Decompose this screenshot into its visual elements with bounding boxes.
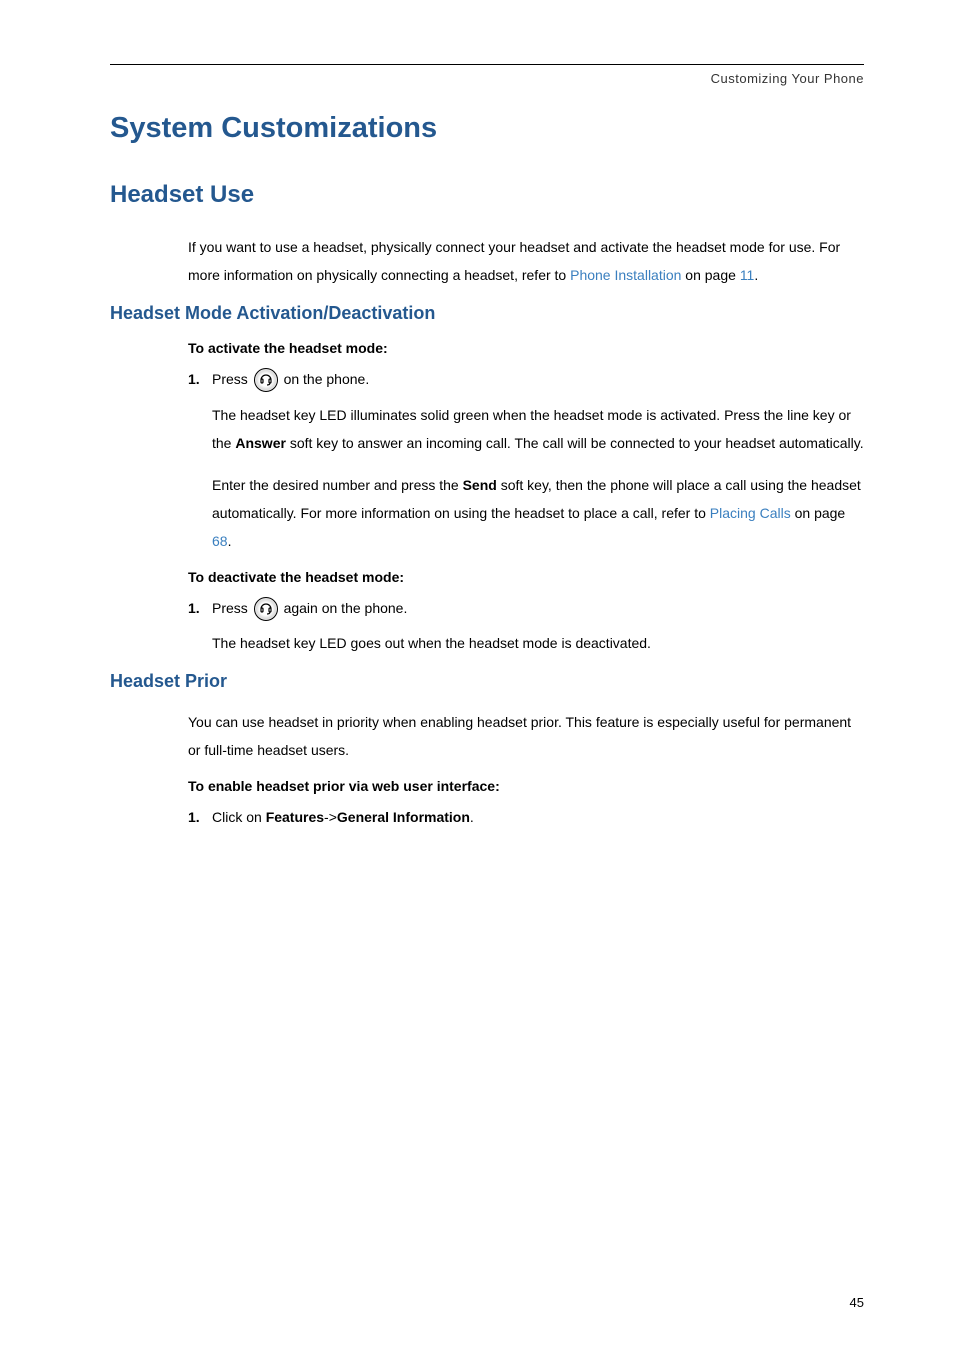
step-text-b: on the phone. xyxy=(280,371,370,387)
activate-followup-2: Enter the desired number and press the S… xyxy=(212,471,864,555)
enable-prior-label: To enable headset prior via web user int… xyxy=(188,778,864,794)
step-text-b: again on the phone. xyxy=(280,600,408,616)
text: Enter the desired number and press the xyxy=(212,477,463,493)
deactivate-label: To deactivate the headset mode: xyxy=(188,569,864,585)
step-number: 1. xyxy=(188,595,212,622)
text: . xyxy=(228,533,232,549)
heading-2-headset-use: Headset Use xyxy=(110,181,864,209)
enable-prior-step-1: 1. Click on Features->General Informatio… xyxy=(188,804,864,831)
deactivate-step-1: 1. Press again on the phone. xyxy=(188,595,864,622)
bold-send: Send xyxy=(463,477,497,493)
activate-step-1: 1. Press on the phone. xyxy=(188,366,864,393)
header-rule xyxy=(110,64,864,65)
step-content: Press again on the phone. xyxy=(212,595,864,622)
activate-label: To activate the headset mode: xyxy=(188,340,864,356)
headset-button-icon xyxy=(254,368,278,392)
step-content: Press on the phone. xyxy=(212,366,864,393)
bold-answer: Answer xyxy=(235,435,286,451)
link-page-11[interactable]: 11 xyxy=(740,267,755,283)
headset-button-icon xyxy=(254,597,278,621)
step-number: 1. xyxy=(188,804,212,831)
text: -> xyxy=(324,809,337,825)
deactivate-followup-1: The headset key LED goes out when the he… xyxy=(212,629,864,657)
page: Customizing Your Phone System Customizat… xyxy=(0,0,954,1350)
prior-paragraph: You can use headset in priority when ena… xyxy=(188,708,864,764)
text: soft key to answer an incoming call. The… xyxy=(286,435,864,451)
step-content: Click on Features->General Information. xyxy=(212,804,864,831)
intro-text-3: . xyxy=(754,267,758,283)
text: . xyxy=(470,809,474,825)
heading-3-headset-prior: Headset Prior xyxy=(110,671,864,692)
text: Click on xyxy=(212,809,266,825)
step-text-a: Press xyxy=(212,371,252,387)
intro-text-2: on page xyxy=(681,267,739,283)
step-number: 1. xyxy=(188,366,212,393)
text: on page xyxy=(791,505,846,521)
heading-3-activation: Headset Mode Activation/Deactivation xyxy=(110,303,864,324)
page-number: 45 xyxy=(850,1295,864,1310)
step-text-a: Press xyxy=(212,600,252,616)
heading-1: System Customizations xyxy=(110,112,864,145)
intro-paragraph: If you want to use a headset, physically… xyxy=(188,233,864,289)
bold-general-information: General Information xyxy=(337,809,470,825)
link-page-68[interactable]: 68 xyxy=(212,533,228,549)
bold-features: Features xyxy=(266,809,324,825)
link-phone-installation[interactable]: Phone Installation xyxy=(570,267,681,283)
link-placing-calls[interactable]: Placing Calls xyxy=(710,505,791,521)
activate-followup-1: The headset key LED illuminates solid gr… xyxy=(212,401,864,457)
running-header: Customizing Your Phone xyxy=(110,71,864,86)
